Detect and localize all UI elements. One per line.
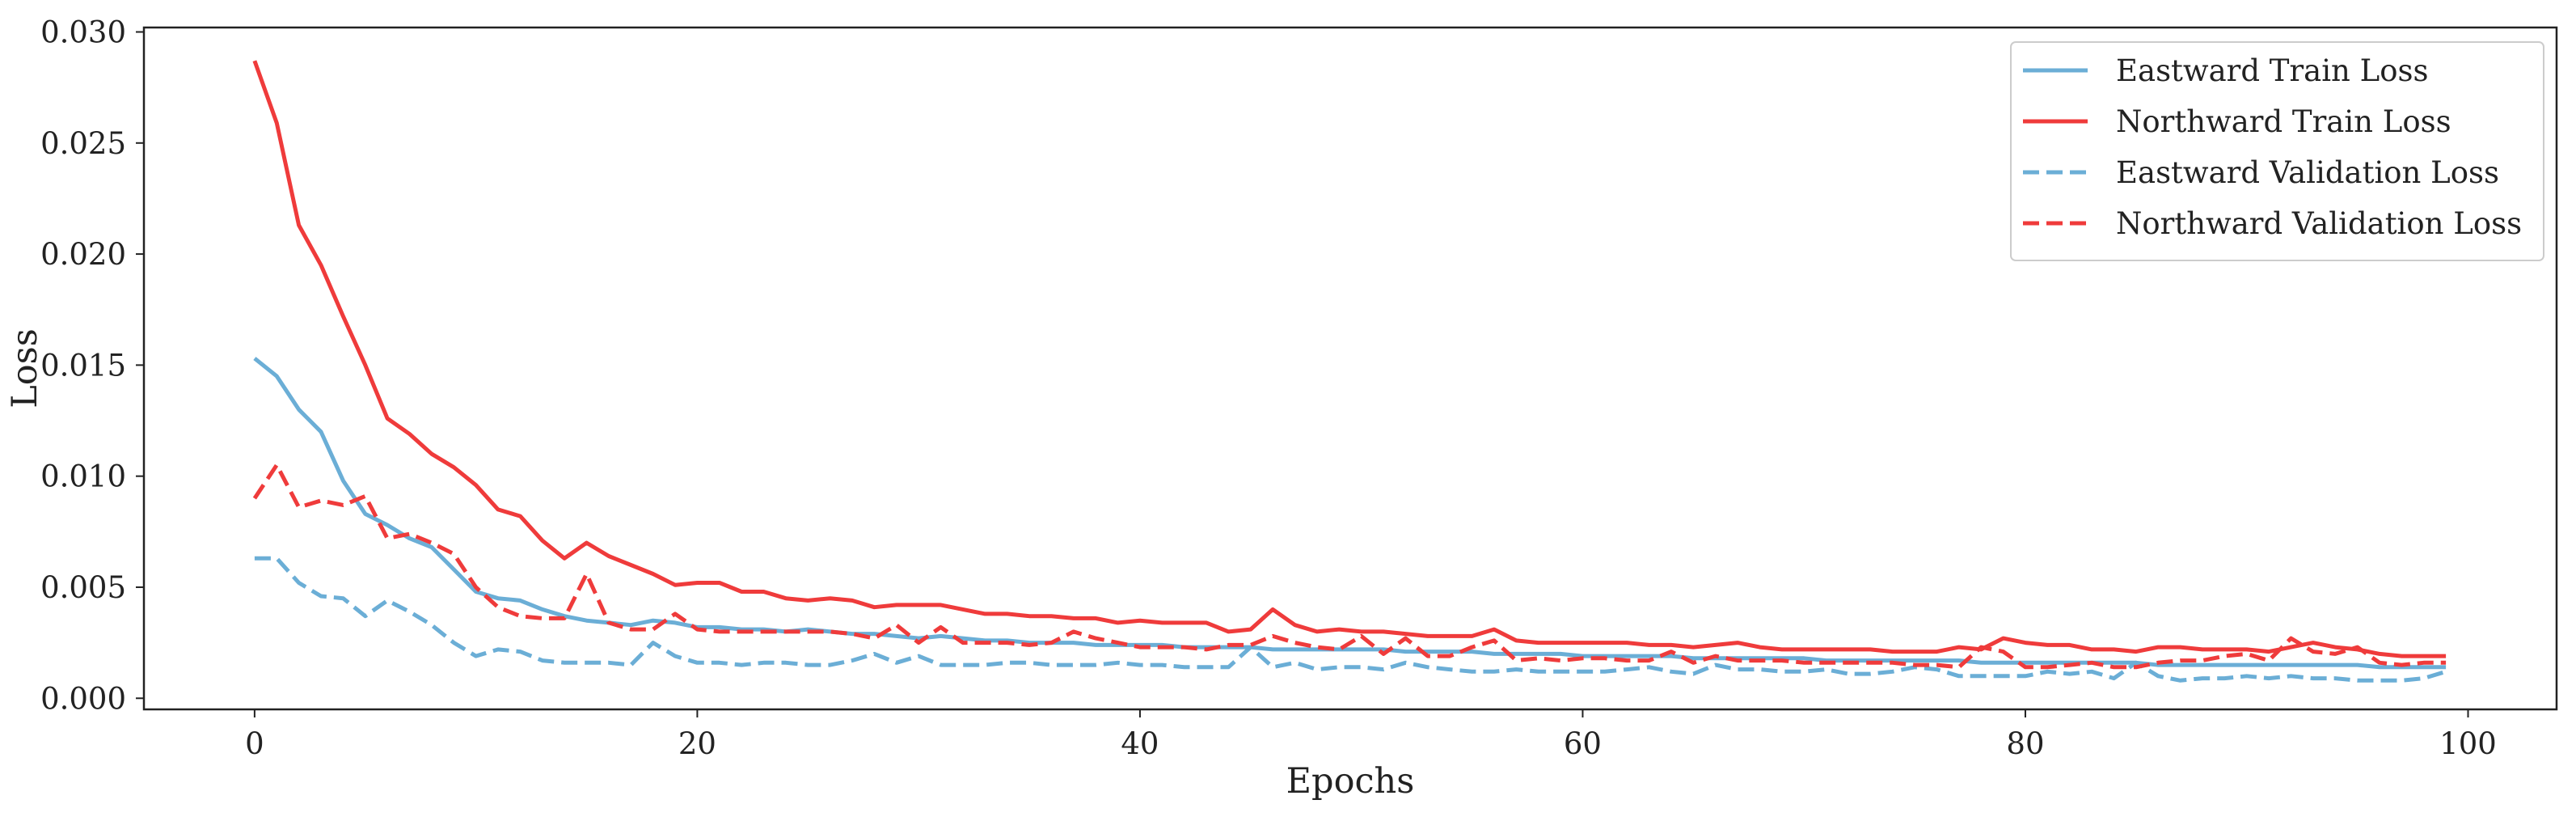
legend-label: Eastward Train Loss [2116,53,2428,88]
x-axis-label: Epochs [1286,761,1415,802]
series-line-northward-train-loss [252,60,2447,658]
series-line-eastward-train-loss [253,357,2447,670]
legend: Eastward Train Loss Northward Train Loss E… [2010,41,2544,261]
y-tick-label: 0.020 [40,237,126,272]
x-tick-label: 60 [1564,726,1602,761]
plot-frame [142,26,2558,711]
x-tick-label: 80 [2006,726,2044,761]
y-tick-label: 0.015 [40,348,126,383]
y-axis-label: Loss [5,328,45,408]
legend-label: Northward Train Loss [2116,104,2451,139]
x-tick-label: 20 [678,726,716,761]
legend-label: Eastward Validation Loss [2116,155,2499,190]
y-tick-label: 0.010 [40,459,126,494]
legend-item: Eastward Train Loss [2023,53,2428,88]
legend-item: Northward Train Loss [2023,104,2451,139]
y-tick-label: 0.005 [40,570,126,605]
legend-box [2010,41,2544,261]
series-line-eastward-validation-loss [254,556,2447,683]
series-line-northward-validation-loss [252,463,2447,670]
x-tick-label: 0 [245,726,264,761]
legend-item: Northward Validation Loss [2023,206,2522,241]
legend-label: Northward Validation Loss [2116,206,2522,241]
series-layer [252,60,2447,683]
y-tick-label: 0.025 [40,126,126,161]
legend-items: Eastward Train Loss Northward Train Loss E… [2023,53,2522,241]
y-tick-label: 0.030 [40,15,126,49]
legend-item: Eastward Validation Loss [2023,155,2499,190]
x-tick-label: 40 [1121,726,1159,761]
y-axis-ticks: 0.000 0.005 0.010 0.015 0.020 0.025 0.030 [40,15,144,716]
x-tick-label: 100 [2439,726,2497,761]
x-axis-ticks: 0 20 40 60 80 100 [245,709,2497,761]
y-tick-label: 0.000 [40,681,126,716]
